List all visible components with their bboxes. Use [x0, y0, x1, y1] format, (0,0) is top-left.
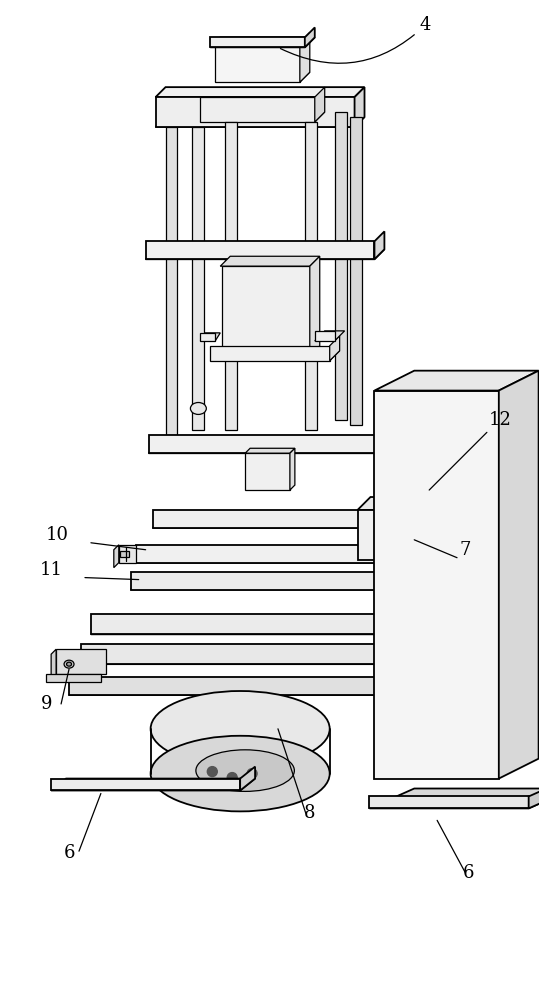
Polygon shape — [377, 423, 389, 453]
Polygon shape — [148, 435, 377, 453]
Polygon shape — [240, 767, 255, 790]
Polygon shape — [315, 87, 325, 122]
Text: 9: 9 — [40, 695, 52, 713]
Text: 10: 10 — [46, 526, 69, 544]
Polygon shape — [136, 551, 402, 563]
Ellipse shape — [66, 662, 71, 666]
Polygon shape — [210, 346, 330, 361]
Polygon shape — [305, 122, 317, 430]
Polygon shape — [215, 72, 310, 82]
Polygon shape — [357, 510, 412, 560]
Polygon shape — [245, 448, 295, 453]
Ellipse shape — [64, 660, 74, 668]
Polygon shape — [245, 453, 290, 490]
Polygon shape — [315, 331, 335, 341]
Text: 4: 4 — [280, 16, 430, 63]
Polygon shape — [210, 37, 305, 47]
Polygon shape — [56, 649, 106, 674]
Polygon shape — [46, 674, 101, 682]
Polygon shape — [529, 777, 540, 808]
Polygon shape — [153, 510, 381, 528]
Polygon shape — [131, 578, 401, 590]
Polygon shape — [374, 391, 499, 779]
Polygon shape — [335, 112, 347, 420]
Polygon shape — [51, 649, 56, 679]
Polygon shape — [387, 560, 401, 590]
Polygon shape — [200, 333, 215, 341]
Polygon shape — [369, 789, 540, 808]
Polygon shape — [91, 620, 449, 634]
Polygon shape — [389, 533, 402, 563]
Polygon shape — [146, 249, 384, 259]
Polygon shape — [499, 371, 538, 779]
Text: 8: 8 — [304, 804, 315, 822]
Polygon shape — [153, 516, 394, 528]
Polygon shape — [120, 551, 129, 557]
Polygon shape — [300, 32, 310, 82]
Polygon shape — [114, 545, 119, 568]
Polygon shape — [357, 497, 425, 510]
Text: 6: 6 — [463, 864, 475, 882]
Polygon shape — [148, 441, 389, 453]
Circle shape — [247, 769, 257, 779]
Polygon shape — [412, 497, 425, 560]
Polygon shape — [81, 650, 435, 664]
Polygon shape — [419, 630, 435, 664]
Polygon shape — [220, 256, 320, 266]
Polygon shape — [374, 371, 538, 391]
Circle shape — [207, 767, 217, 777]
Text: 6: 6 — [63, 844, 75, 862]
Polygon shape — [192, 127, 204, 430]
Polygon shape — [156, 97, 355, 127]
Polygon shape — [131, 572, 387, 590]
Circle shape — [227, 773, 237, 783]
Text: 12: 12 — [489, 411, 512, 429]
Text: 11: 11 — [40, 561, 63, 579]
Polygon shape — [310, 256, 320, 356]
Polygon shape — [381, 498, 394, 528]
Polygon shape — [200, 112, 325, 122]
Polygon shape — [146, 241, 374, 259]
Ellipse shape — [196, 750, 294, 791]
Polygon shape — [200, 333, 220, 341]
Ellipse shape — [151, 736, 330, 811]
Polygon shape — [374, 231, 384, 259]
Polygon shape — [156, 117, 364, 127]
Polygon shape — [69, 681, 429, 695]
Polygon shape — [225, 122, 237, 430]
Polygon shape — [330, 336, 340, 361]
Polygon shape — [166, 127, 178, 435]
Polygon shape — [91, 614, 434, 634]
Polygon shape — [305, 27, 315, 47]
Polygon shape — [414, 663, 429, 695]
Ellipse shape — [191, 403, 206, 414]
Polygon shape — [51, 779, 255, 790]
Polygon shape — [215, 42, 300, 82]
Polygon shape — [156, 87, 364, 97]
Polygon shape — [136, 545, 389, 563]
Text: 7: 7 — [459, 541, 470, 559]
Polygon shape — [210, 351, 340, 361]
Ellipse shape — [151, 691, 330, 767]
Polygon shape — [369, 796, 529, 808]
Polygon shape — [81, 644, 419, 664]
Polygon shape — [222, 266, 310, 356]
Polygon shape — [434, 600, 449, 634]
Polygon shape — [315, 331, 345, 341]
Polygon shape — [290, 448, 295, 490]
Polygon shape — [210, 37, 315, 47]
Polygon shape — [69, 677, 414, 695]
Polygon shape — [51, 779, 240, 790]
Polygon shape — [200, 97, 315, 122]
Polygon shape — [355, 87, 365, 127]
Polygon shape — [119, 545, 136, 563]
Polygon shape — [349, 117, 361, 425]
